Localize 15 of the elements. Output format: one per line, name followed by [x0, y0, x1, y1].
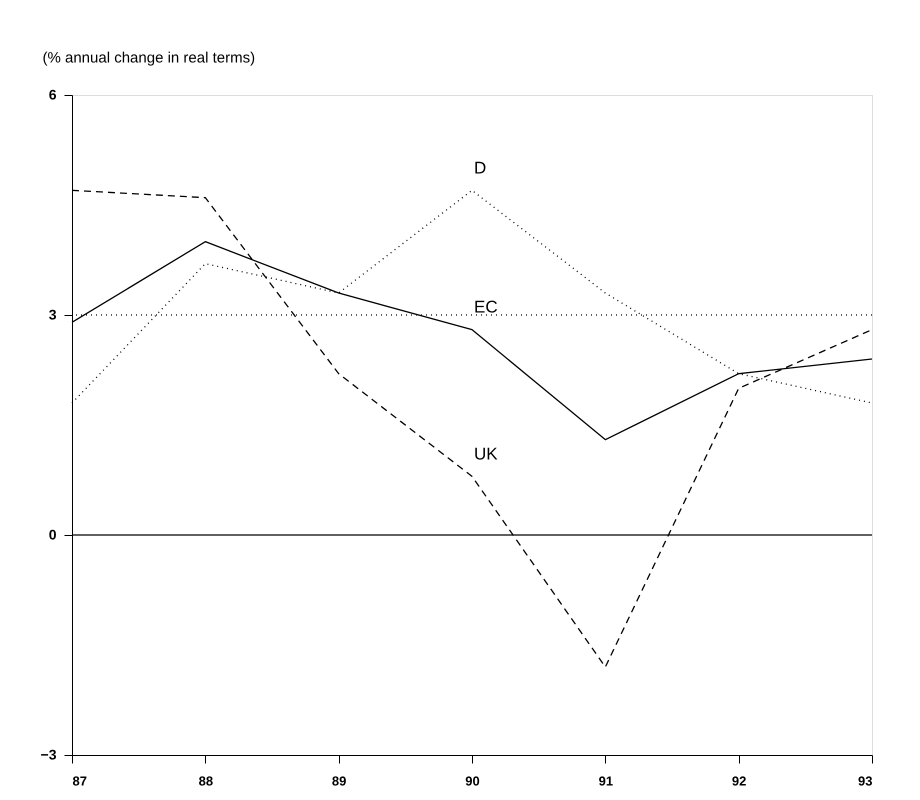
x-tick-label: 93	[858, 774, 872, 788]
x-tick-label: 91	[598, 774, 614, 788]
series-label: D	[474, 158, 486, 178]
x-tick-label: 87	[72, 774, 87, 788]
series-label: EC	[474, 298, 498, 317]
y-axis-title: (% annual change in real terms)	[42, 50, 256, 66]
series-label: UK	[474, 444, 498, 464]
y-tick-label: −3	[40, 746, 57, 762]
x-tick-label: 92	[732, 774, 746, 788]
x-tick-label: 88	[198, 774, 214, 788]
x-tick-label: 89	[332, 774, 346, 788]
y-tick-label: 0	[48, 526, 57, 542]
y-tick-label: 3	[48, 306, 57, 322]
x-tick-label: 90	[465, 774, 480, 788]
y-tick-label: 6	[48, 86, 57, 102]
